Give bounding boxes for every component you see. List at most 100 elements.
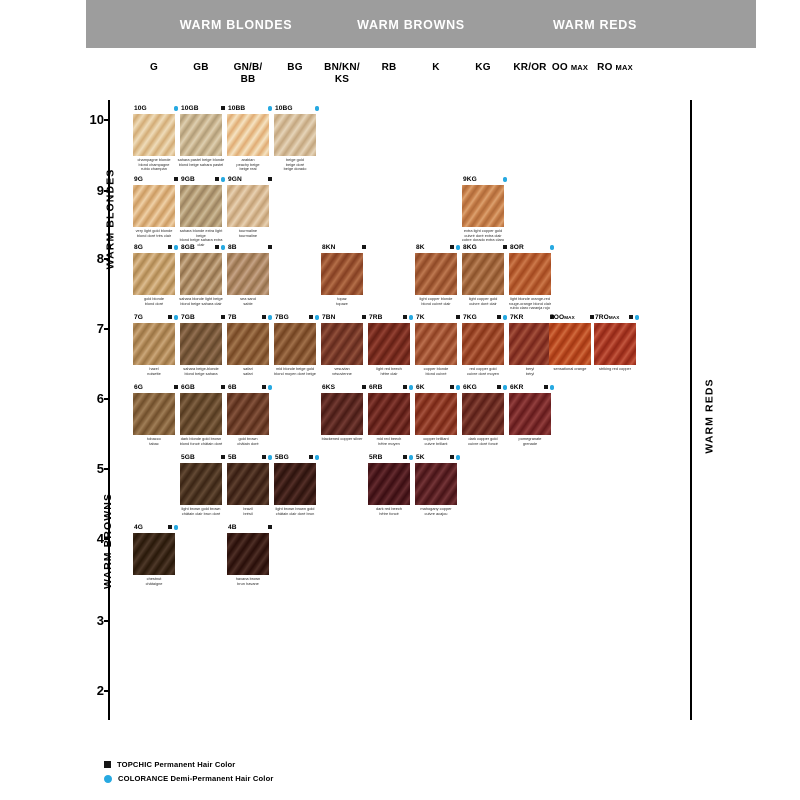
swatch-code: 4G [134,524,143,531]
hair-color-swatch[interactable] [274,323,316,365]
hair-color-swatch[interactable] [321,393,363,435]
swatch-brand-markers [590,315,594,319]
swatch-caption: gold blonde blond doré [143,296,165,306]
hair-color-swatch[interactable] [368,323,410,365]
swatch-code: 8KN [322,244,336,251]
hair-color-swatch[interactable] [227,253,269,295]
hair-color-swatch[interactable] [227,114,269,156]
swatch-brand-markers [314,106,319,111]
square-marker-icon [215,177,219,182]
hair-color-swatch[interactable] [415,393,457,435]
swatch-code: 7KG [463,314,477,321]
hair-color-swatch[interactable] [180,185,222,227]
swatch-code: 9GB [181,176,195,183]
hair-color-swatch[interactable] [415,463,457,505]
hair-color-swatch[interactable] [321,253,363,295]
level-number-9: 9 [96,183,104,198]
square-marker-icon [544,385,548,390]
hair-color-swatch[interactable] [133,533,175,575]
hair-color-swatch[interactable] [415,253,457,295]
swatch-code: 6KS [322,384,336,391]
swatch-caption: copper brilliant cuivre brillant [423,436,449,446]
hair-color-swatch[interactable] [462,253,504,295]
swatch-brand-markers [629,315,639,320]
circle-marker-icon [455,245,460,250]
swatch-code: 6KG [463,384,477,391]
hair-color-swatch[interactable] [180,393,222,435]
swatch-caption: sahara pastel beige blonde blond beige sa… [177,157,225,167]
hair-color-swatch[interactable] [133,253,175,295]
hair-color-swatch[interactable] [180,463,222,505]
square-marker-icon [362,385,366,389]
circle-marker-icon [104,774,112,783]
hair-color-swatch[interactable] [274,114,316,156]
hair-color-swatch[interactable] [227,533,269,575]
hair-color-swatch[interactable] [549,323,591,365]
hair-color-swatch[interactable] [594,323,636,365]
swatch-brand-markers [550,315,554,319]
circle-marker-icon [502,385,507,390]
hair-color-swatch[interactable] [509,323,551,365]
hair-color-swatch[interactable] [133,393,175,435]
axis-group-left-0: WARM BLONDES [104,168,117,270]
swatch-caption: light copper blonde blond cuivré clair [419,296,453,306]
swatch-brand-markers [362,385,366,389]
swatch-code: 4B [228,524,237,531]
swatch-caption: extra light copper gold cuivré doré extra… [461,228,505,243]
swatch-code: 7K [416,314,425,321]
hair-color-swatch[interactable] [462,393,504,435]
square-marker-icon [450,385,454,390]
swatch-caption: safari safari [243,366,253,376]
hair-color-swatch[interactable] [462,323,504,365]
hair-color-swatch[interactable] [133,323,175,365]
hair-color-swatch[interactable] [180,253,222,295]
level-number-5: 5 [96,461,104,476]
hair-color-swatch[interactable] [462,185,504,227]
swatch-brand-markers [403,455,413,460]
square-marker-icon [168,525,172,530]
swatch-code: 6RB [369,384,383,391]
hair-color-swatch[interactable] [321,323,363,365]
swatch-code: 7OOMAX [550,314,575,321]
hair-color-swatch[interactable] [509,393,551,435]
swatch-caption: pomegranate grenade [518,436,542,446]
swatch-brand-markers [362,245,366,249]
swatch-caption: sahara beige-blonde blond beige sahara [183,366,219,376]
level-number-10: 10 [89,112,104,127]
hair-color-swatch[interactable] [509,253,551,295]
circle-marker-icon [267,455,272,460]
swatch-code: 9G [134,176,143,183]
banner-group-1: WARM BROWNS [357,18,465,32]
swatch-brand-markers [168,245,178,250]
level-number-7: 7 [96,321,104,336]
swatch-caption: striking red copper [598,366,631,371]
swatch-caption: very light gold blonde blond doré très cl… [135,228,173,238]
axis-tick [104,119,109,121]
hair-color-swatch[interactable] [227,463,269,505]
hair-color-swatch[interactable] [227,323,269,365]
top-banner [86,0,756,48]
circle-marker-icon [549,385,554,390]
square-marker-icon [497,315,501,320]
swatch-code: 9KG [463,176,477,183]
square-marker-icon [221,455,225,459]
hair-color-swatch[interactable] [180,114,222,156]
hair-color-swatch[interactable] [133,114,175,156]
hair-color-swatch[interactable] [227,185,269,227]
column-header-bg: BG [287,62,303,73]
hair-color-swatch[interactable] [274,463,316,505]
swatch-caption: beige gold beige doré beige dorado [283,157,307,172]
hair-color-swatch[interactable] [180,323,222,365]
swatch-caption: topaz topaze [336,296,348,306]
swatch-caption: havana brown brun havane [235,576,261,586]
hair-color-swatch[interactable] [368,393,410,435]
hair-color-swatch[interactable] [133,185,175,227]
swatch-caption: tourmaline tourmaline [238,228,258,238]
swatch-caption: red copper gold cuivre doré moyen [466,366,499,376]
swatch-brand-markers [262,455,272,460]
hair-color-swatch[interactable] [415,323,457,365]
hair-color-swatch[interactable] [227,393,269,435]
hair-color-swatch[interactable] [368,463,410,505]
circle-marker-icon [314,106,319,111]
square-marker-icon [221,315,225,319]
